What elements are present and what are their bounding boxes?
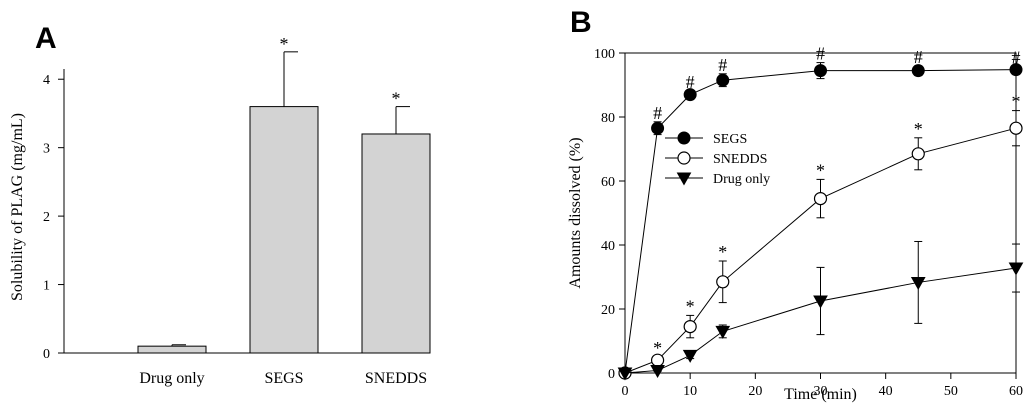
panel-b-legend-label: SEGS — [713, 132, 747, 147]
panel-b-data-point — [910, 276, 926, 290]
panel-b-significance-marker: # — [718, 55, 727, 75]
panel-a-bars: Drug only * SEGS * SNEDDS — [137, 34, 431, 387]
panel-b-legend-label: Drug only — [713, 172, 770, 187]
panel-b-significance-marker: # — [653, 103, 662, 123]
panel-b-data-point — [813, 295, 828, 309]
panel-b-letter: B — [570, 6, 592, 39]
panel-b-significance-marker: # — [686, 72, 695, 92]
panel-b-data-point — [617, 367, 633, 381]
panel-b-y-axis-label: Amounts dissolved (%) — [567, 137, 584, 288]
panel-b-significance-marker: # — [914, 47, 923, 67]
panel-b-data-point — [676, 172, 692, 186]
panel-b-data-point — [813, 192, 828, 206]
panel-b-significance-marker: * — [816, 160, 825, 180]
panel-a-y-tick-label: 1 — [43, 279, 50, 294]
panel-b-x-tick-label: 30 — [814, 384, 828, 399]
panel-b-data-point — [650, 364, 665, 378]
panel-b-x-tick-label: 50 — [944, 384, 958, 399]
panel-b-data-point — [715, 325, 731, 339]
panel-b-data-point — [814, 64, 827, 78]
panel-b-significance-marker: * — [1012, 92, 1021, 112]
panel-b-y-tick-label: 40 — [601, 239, 615, 254]
panel-b-data-point — [1009, 121, 1023, 135]
panel-b-legend: SEGS SNEDDS Drug only — [665, 131, 770, 187]
panel-b-x-tick-label: 20 — [748, 384, 762, 399]
panel-a-category-label: SEGS — [264, 370, 303, 387]
panel-b-significance-marker: * — [686, 296, 695, 316]
panel-a-letter: A — [35, 22, 57, 55]
panel-b-x-axis-label: Time (min) — [784, 386, 857, 403]
panel-b-x-tick-label: 10 — [683, 384, 697, 399]
panel-b-data-point — [683, 88, 697, 102]
panel-b-y-tick-label: 100 — [594, 47, 615, 62]
panel-b-data-point — [716, 73, 730, 87]
panel-b-legend-item: SEGS — [665, 131, 747, 147]
panel-b-data-point — [683, 320, 697, 334]
panel-a-y-tick-label: 0 — [43, 347, 50, 362]
panel-b-series-snedds: * * * * * * — [618, 92, 1023, 380]
panel-b-legend-item: Drug only — [665, 172, 770, 187]
panel-a-bar — [249, 106, 319, 354]
panel-b-significance-marker: * — [718, 242, 727, 262]
panel-b-data-point — [677, 151, 691, 165]
panel-b-data-point — [911, 64, 925, 78]
panel-b-y-tick-label: 20 — [601, 303, 615, 318]
panel-b-data-point — [651, 121, 665, 135]
panel-a-y-tick-label: 4 — [43, 73, 50, 88]
panel-b-legend-label: SNEDDS — [713, 152, 767, 167]
panel-b-data-point — [911, 147, 925, 161]
panel-a-bar — [361, 133, 431, 354]
panel-b-data-point — [716, 275, 730, 289]
panel-a-category-label: Drug only — [139, 370, 204, 387]
panel-b-data-point — [682, 349, 698, 363]
panel-b-data-point — [677, 131, 691, 145]
panel-b-axes: 0 20 40 60 80 100 0 10 20 30 40 50 60 — [594, 47, 1023, 399]
panel-a-y-tick-label: 2 — [43, 210, 50, 225]
panel-a: A 0 1 2 3 4 Drug only * SEGS * SNEDDS Solubility… — [9, 22, 431, 387]
panel-a-axes: 0 1 2 3 4 — [43, 69, 420, 362]
panel-b-x-tick-label: 0 — [622, 384, 629, 399]
panel-a-significance-marker: * — [280, 34, 289, 54]
panel-b-significance-marker: # — [1012, 47, 1021, 67]
panel-b-x-tick-label: 60 — [1009, 384, 1023, 399]
panel-a-y-tick-label: 3 — [43, 142, 50, 157]
panel-b-significance-marker: * — [914, 119, 923, 139]
panel-a-significance-marker: * — [392, 89, 401, 109]
panel-b-series-segs: # # # # # # — [618, 44, 1023, 380]
panel-b-significance-marker: # — [816, 44, 825, 64]
panel-a-y-axis-label: Solubility of PLAG (mg/mL) — [9, 113, 26, 301]
panel-b-series: # # # # # # * * * * * * — [617, 44, 1024, 381]
panel-b-data-point — [1009, 63, 1023, 77]
panel-b-significance-marker: * — [653, 338, 662, 358]
panel-b-legend-item: SNEDDS — [665, 151, 767, 167]
panel-b-y-tick-label: 0 — [608, 367, 615, 382]
panel-a-bar — [137, 345, 207, 354]
panel-b-y-tick-label: 60 — [601, 175, 615, 190]
panel-b-x-tick-label: 40 — [879, 384, 893, 399]
panel-b-data-point — [1008, 262, 1024, 276]
panel-a-category-label: SNEDDS — [365, 370, 427, 387]
panel-b-y-tick-label: 80 — [601, 111, 615, 126]
panel-b-series-drug-only — [617, 240, 1024, 381]
